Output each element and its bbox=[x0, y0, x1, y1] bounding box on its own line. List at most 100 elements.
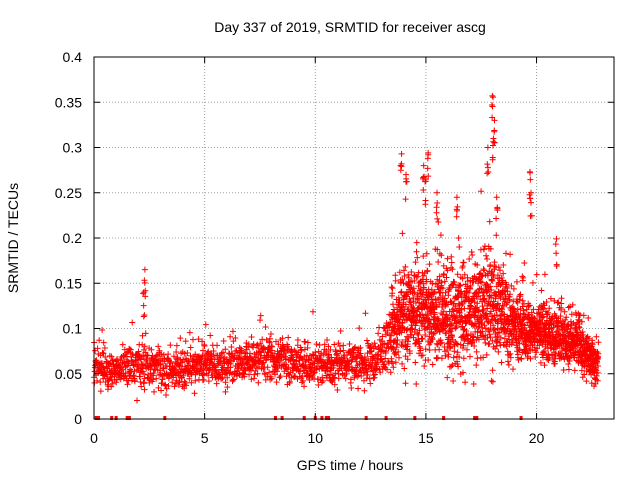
data-point bbox=[323, 348, 330, 355]
data-point bbox=[385, 340, 392, 347]
data-point bbox=[481, 267, 488, 274]
gap-marker bbox=[324, 416, 328, 420]
data-point bbox=[547, 295, 554, 302]
data-point bbox=[511, 308, 518, 315]
data-point bbox=[431, 311, 438, 318]
data-point bbox=[328, 354, 335, 361]
data-point bbox=[568, 311, 575, 318]
data-point bbox=[334, 386, 341, 393]
data-point bbox=[457, 282, 464, 289]
data-point bbox=[262, 324, 269, 331]
gap-marker bbox=[302, 416, 306, 420]
data-point bbox=[479, 272, 486, 279]
data-point bbox=[232, 334, 239, 341]
data-point bbox=[431, 288, 438, 295]
data-point bbox=[230, 338, 237, 345]
data-point bbox=[304, 344, 311, 351]
data-point bbox=[257, 312, 264, 319]
data-point bbox=[460, 355, 467, 362]
data-point bbox=[538, 287, 545, 294]
data-point bbox=[151, 388, 158, 395]
data-point bbox=[398, 289, 405, 296]
data-point bbox=[484, 318, 491, 325]
data-point bbox=[424, 312, 431, 319]
data-point bbox=[441, 295, 448, 302]
data-point bbox=[264, 373, 271, 380]
data-point bbox=[488, 286, 495, 293]
data-point bbox=[400, 296, 407, 303]
data-point bbox=[254, 341, 261, 348]
data-point bbox=[387, 369, 394, 376]
data-point bbox=[191, 390, 198, 397]
data-point bbox=[390, 301, 397, 308]
data-point bbox=[424, 267, 431, 274]
data-point bbox=[449, 266, 456, 273]
data-point bbox=[393, 331, 400, 338]
data-point bbox=[384, 341, 391, 348]
data-point bbox=[285, 334, 292, 341]
data-point bbox=[540, 349, 547, 356]
data-point bbox=[404, 343, 411, 350]
data-point bbox=[137, 369, 144, 376]
data-point bbox=[436, 346, 443, 353]
data-point bbox=[434, 215, 441, 222]
data-point bbox=[148, 346, 155, 353]
data-point bbox=[382, 355, 389, 362]
data-point bbox=[448, 312, 455, 319]
data-point bbox=[270, 355, 277, 362]
data-point bbox=[485, 169, 492, 176]
data-point bbox=[179, 359, 186, 366]
data-point bbox=[595, 350, 602, 357]
data-point bbox=[181, 350, 188, 357]
gap-marker bbox=[473, 416, 477, 420]
data-point bbox=[392, 272, 399, 279]
data-point bbox=[495, 348, 502, 355]
data-point bbox=[218, 376, 225, 383]
data-point bbox=[505, 361, 512, 368]
data-point bbox=[350, 353, 357, 360]
data-point bbox=[510, 366, 517, 373]
data-point bbox=[414, 308, 421, 315]
data-point bbox=[382, 349, 389, 356]
data-point bbox=[396, 269, 403, 276]
gap-marker bbox=[127, 416, 131, 420]
data-point bbox=[99, 349, 106, 356]
y-tick-label: 0.35 bbox=[55, 94, 82, 110]
data-point bbox=[461, 305, 468, 312]
data-point bbox=[484, 305, 491, 312]
data-point bbox=[141, 386, 148, 393]
data-point bbox=[355, 385, 362, 392]
data-point bbox=[141, 343, 148, 350]
data-point bbox=[541, 362, 548, 369]
data-point bbox=[398, 329, 405, 336]
data-point bbox=[101, 344, 108, 351]
data-point bbox=[413, 248, 420, 255]
data-point bbox=[100, 339, 107, 346]
data-point bbox=[109, 357, 116, 364]
data-point bbox=[521, 260, 528, 267]
data-point bbox=[248, 367, 255, 374]
data-point bbox=[593, 333, 600, 340]
data-point bbox=[234, 350, 241, 357]
data-point bbox=[352, 343, 359, 350]
data-point bbox=[420, 186, 427, 193]
data-point bbox=[543, 298, 550, 305]
data-point bbox=[146, 377, 153, 384]
data-point bbox=[268, 375, 275, 382]
data-point bbox=[579, 374, 586, 381]
data-point bbox=[500, 270, 507, 277]
data-point bbox=[490, 138, 497, 145]
data-point bbox=[409, 325, 416, 332]
data-point bbox=[363, 359, 370, 366]
data-point bbox=[446, 285, 453, 292]
data-point bbox=[487, 245, 494, 252]
data-point bbox=[474, 355, 481, 362]
data-point bbox=[291, 347, 298, 354]
data-point bbox=[390, 364, 397, 371]
data-point bbox=[465, 289, 472, 296]
data-point bbox=[401, 272, 408, 279]
data-point bbox=[527, 212, 534, 219]
data-point bbox=[426, 261, 433, 268]
data-point bbox=[290, 354, 297, 361]
y-tick-label: 0.2 bbox=[63, 230, 83, 246]
